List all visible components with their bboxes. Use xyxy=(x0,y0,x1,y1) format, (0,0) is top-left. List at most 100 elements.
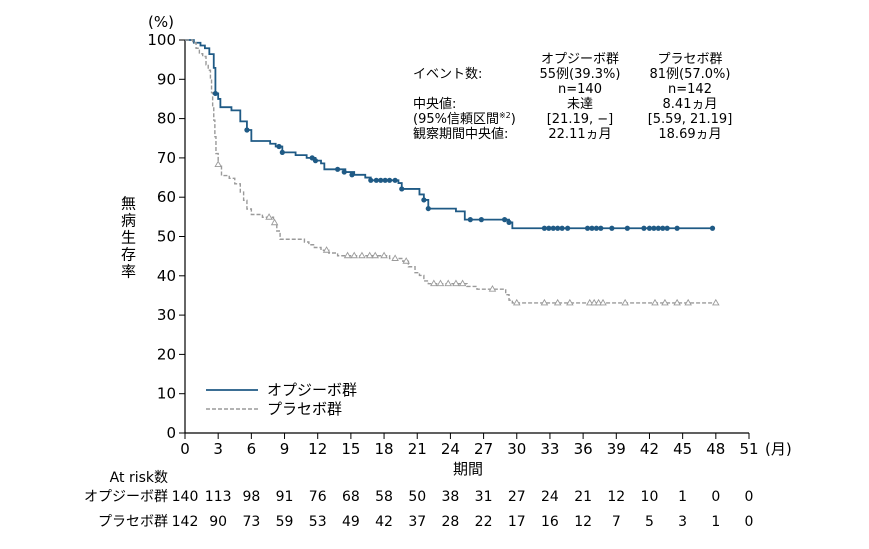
at-risk-table: At risk数 オプジーボ群 プラセボ群 140 113 98 91 76 68 58 50… xyxy=(84,470,753,530)
censor-point-opdivo xyxy=(559,225,565,231)
x-tick-label: 51 xyxy=(739,440,758,458)
censor-point-opdivo xyxy=(502,217,508,223)
censor-point-opdivo xyxy=(276,143,282,150)
censor-point-opdivo xyxy=(609,225,615,231)
at-risk-value-opdivo: 50 xyxy=(408,489,426,505)
at-risk-value-placebo: 12 xyxy=(574,514,592,530)
censor-point-opdivo xyxy=(624,225,630,231)
at-risk-value-opdivo: 12 xyxy=(607,489,625,505)
y-tick-label: 20 xyxy=(157,345,176,363)
at-risk-value-opdivo: 91 xyxy=(276,489,294,505)
y-tick-label: 100 xyxy=(147,31,176,49)
censor-point-opdivo xyxy=(212,90,219,97)
censor-point-opdivo xyxy=(341,169,347,175)
stats-label-events: イベント数: xyxy=(413,67,482,82)
censor-point-opdivo xyxy=(478,217,484,223)
at-risk-value-placebo: 17 xyxy=(508,514,526,530)
x-tick-label: 36 xyxy=(574,440,593,458)
censor-point-opdivo xyxy=(646,225,653,231)
at-risk-value-opdivo: 38 xyxy=(441,489,459,505)
x-tick-label: 48 xyxy=(706,440,725,458)
censor-point-opdivo xyxy=(378,177,384,183)
censor-point-opdivo xyxy=(555,225,561,231)
at-risk-value-placebo: 53 xyxy=(309,514,327,530)
at-risk-value-opdivo: 0 xyxy=(745,489,754,505)
censor-point-placebo xyxy=(585,298,594,306)
legend-label-opdivo: オプジーボ群 xyxy=(267,381,357,399)
censor-point-placebo xyxy=(651,298,659,306)
y-axis-title: 無病生存率 xyxy=(119,196,137,281)
y-unit-label: (%) xyxy=(148,13,174,31)
y-tick-label: 80 xyxy=(157,110,176,128)
censor-point-opdivo xyxy=(550,225,556,231)
at-risk-value-opdivo: 58 xyxy=(375,489,393,505)
stats-header-opdivo: オプジーボ群 xyxy=(541,52,619,67)
stats-label-followup: 観察期間中央値: xyxy=(413,126,508,142)
censor-point-placebo xyxy=(371,251,379,259)
censor-point-opdivo xyxy=(335,166,341,172)
censor-point-placebo xyxy=(661,298,669,306)
y-tick-label: 30 xyxy=(157,306,176,324)
y-tick-label: 70 xyxy=(157,149,176,167)
censor-point-opdivo xyxy=(546,225,552,231)
at-risk-value-opdivo: 10 xyxy=(641,489,659,505)
stats-events-placebo: 81例(57.0%) xyxy=(650,67,731,82)
censor-point-placebo xyxy=(684,298,692,306)
x-tick-label: 0 xyxy=(180,440,190,458)
at-risk-value-opdivo: 68 xyxy=(342,489,360,505)
stats-label-ci-sup: ※2 xyxy=(499,111,511,120)
censor-point-opdivo xyxy=(565,225,571,231)
censor-point-placebo xyxy=(553,298,562,306)
at-risk-value-placebo: 90 xyxy=(209,514,227,530)
x-tick-label: 30 xyxy=(507,440,526,458)
censor-point-placebo xyxy=(452,279,460,287)
at-risk-value-placebo: 7 xyxy=(612,514,621,530)
stats-header-placebo: プラセボ群 xyxy=(657,52,722,67)
censor-point-opdivo xyxy=(598,225,604,231)
censor-point-placebo xyxy=(270,218,279,226)
censor-point-opdivo xyxy=(589,225,595,231)
censor-point-opdivo xyxy=(674,225,680,231)
legend: オプジーボ群 プラセボ群 xyxy=(206,381,357,418)
x-tick-label: 21 xyxy=(408,440,427,458)
censor-point-opdivo xyxy=(425,205,431,212)
at-risk-value-opdivo: 31 xyxy=(475,489,493,505)
censor-point-opdivo xyxy=(651,225,657,231)
censor-point-opdivo xyxy=(664,225,670,231)
stats-label-ci-text: (95%信頼区間 xyxy=(413,112,499,127)
censor-point-opdivo xyxy=(373,177,379,183)
censor-point-placebo xyxy=(621,298,629,306)
stats-label-median: 中央値: xyxy=(413,96,456,112)
censor-point-opdivo xyxy=(368,177,374,183)
censor-point-opdivo xyxy=(541,225,548,231)
at-risk-value-opdivo: 27 xyxy=(508,489,526,505)
at-risk-value-opdivo: 76 xyxy=(309,489,327,505)
stats-followup-opdivo: 22.11ヵ月 xyxy=(548,127,611,142)
censor-point-placebo xyxy=(673,298,681,306)
at-risk-header: At risk数 xyxy=(110,470,168,486)
stats-followup-placebo: 18.69ヵ月 xyxy=(658,127,721,142)
at-risk-value-placebo: 1 xyxy=(711,514,720,530)
censor-point-placebo xyxy=(512,298,521,306)
censor-point-placebo xyxy=(430,279,438,287)
censor-point-placebo xyxy=(444,279,452,287)
stats-label-ci-close: ) xyxy=(511,112,516,127)
x-tick-label: 12 xyxy=(308,440,327,458)
censor-point-placebo xyxy=(599,298,607,306)
stats-median-opdivo: 未達 xyxy=(567,97,593,112)
censor-point-opdivo xyxy=(382,177,388,183)
x-tick-label: 9 xyxy=(280,440,290,458)
x-tick-label: 18 xyxy=(375,440,394,458)
at-risk-value-placebo: 37 xyxy=(408,514,426,530)
at-risk-value-opdivo: 98 xyxy=(242,489,260,505)
x-tick-label: 15 xyxy=(341,440,360,458)
censor-point-opdivo xyxy=(386,177,393,183)
at-risk-value-opdivo: 113 xyxy=(205,489,232,505)
stats-n-placebo: n=142 xyxy=(668,82,712,97)
x-tick-label: 39 xyxy=(607,440,626,458)
x-tick-label: 3 xyxy=(213,440,223,458)
x-tick-label: 42 xyxy=(640,440,659,458)
censor-point-placebo xyxy=(712,298,720,306)
